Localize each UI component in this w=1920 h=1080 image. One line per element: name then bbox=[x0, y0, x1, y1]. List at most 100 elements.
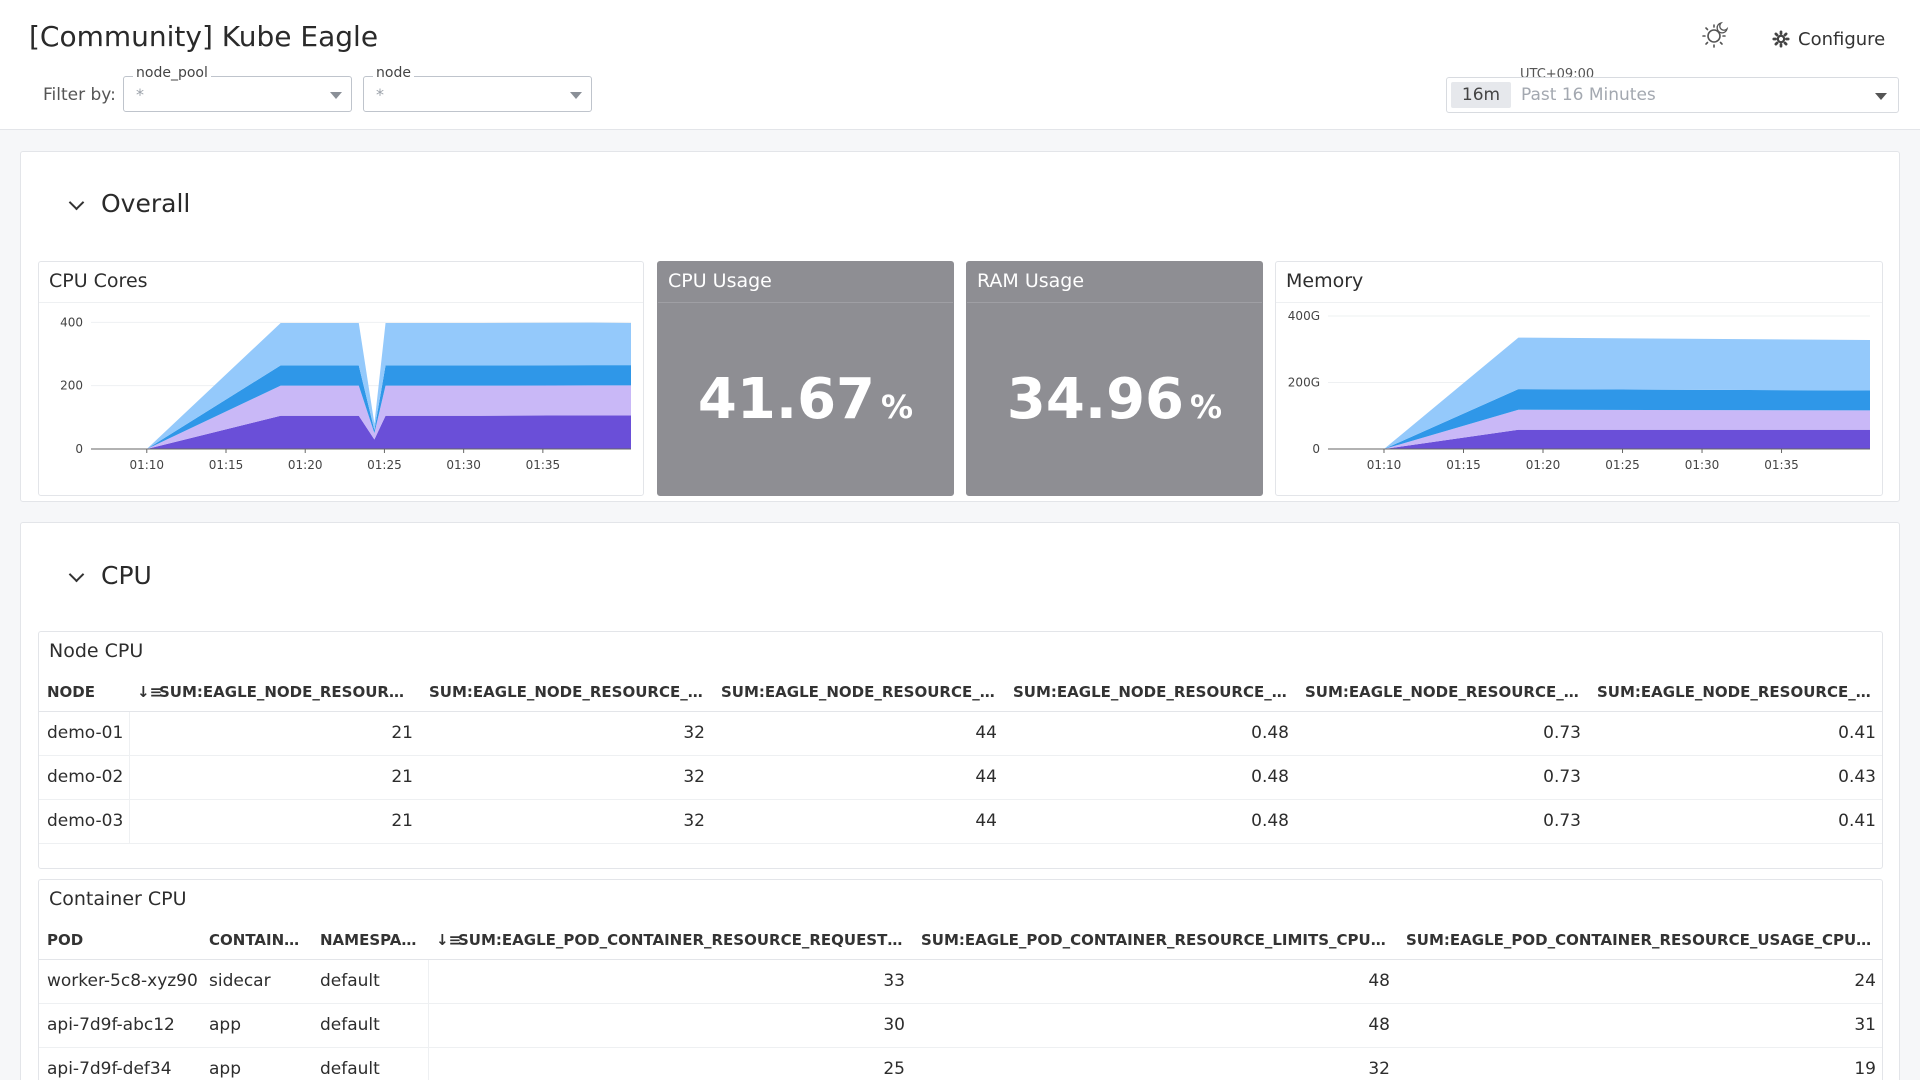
table-cell: 19 bbox=[1398, 1047, 1882, 1080]
table-cell: 44 bbox=[713, 711, 1005, 756]
overall-group-header[interactable]: Overall bbox=[69, 189, 190, 218]
table-cell: demo-02 bbox=[39, 755, 130, 800]
cpu-usage-value: 41.67% bbox=[658, 367, 953, 432]
chevron-down-icon bbox=[69, 197, 83, 211]
cpu-group-header[interactable]: CPU bbox=[69, 561, 152, 590]
table-header-row: POD CONTAINER NAMESPACE ↓≡SUM:EAGLE_POD_… bbox=[39, 922, 1882, 960]
table-cell: 0.73 bbox=[1297, 755, 1589, 800]
table-cell: api-7d9f-def34 bbox=[39, 1047, 201, 1080]
x-tick-label: 01:20 bbox=[288, 458, 323, 472]
table-cell: 0.48 bbox=[1005, 755, 1297, 800]
ram-usage-unit: % bbox=[1190, 388, 1223, 426]
table-cell: worker-5c8-xyz90 bbox=[39, 959, 201, 1004]
table-cell: app bbox=[201, 1047, 312, 1080]
column-header[interactable]: SUM:EAGLE_NODE_RESOURCE_RE... bbox=[1005, 674, 1297, 712]
column-header[interactable]: NAMESPACE bbox=[312, 922, 428, 960]
column-header[interactable]: SUM:EAGLE_NODE_RESOURCE_LI... bbox=[1297, 674, 1589, 712]
column-header[interactable]: NODE bbox=[39, 674, 129, 712]
table-cell: 44 bbox=[713, 755, 1005, 800]
table-cell: 21 bbox=[129, 799, 421, 844]
caret-down-icon bbox=[330, 92, 342, 99]
table-row[interactable]: api-7d9f-def34 app default 25 32 19 bbox=[39, 1047, 1882, 1080]
time-range-badge: 16m bbox=[1451, 82, 1511, 108]
table-cell: 32 bbox=[421, 711, 713, 756]
column-header[interactable]: SUM:EAGLE_POD_CONTAINER_RESOURCE_LIMITS_… bbox=[913, 922, 1398, 960]
table-cell: demo-01 bbox=[39, 711, 130, 756]
series-area-0 bbox=[1383, 429, 1870, 449]
container-cpu-widget: Container CPU POD CONTAINER NAMESPACE ↓≡… bbox=[38, 879, 1883, 1080]
column-header[interactable]: SUM:EAGLE_NODE_RESOURCE_LI... bbox=[421, 674, 713, 712]
node-filter-value: * bbox=[376, 85, 384, 104]
caret-down-icon bbox=[1875, 93, 1887, 100]
table-cell: default bbox=[312, 959, 429, 1004]
y-tick-label: 0 bbox=[1312, 442, 1320, 456]
column-header[interactable]: POD bbox=[39, 922, 201, 960]
table-cell: 30 bbox=[428, 1003, 913, 1048]
column-header-sorted[interactable]: ↓≡SUM:EAGLE_NODE_RESOURC... bbox=[129, 674, 421, 712]
sort-desc-icon: ↓≡ bbox=[137, 683, 163, 702]
node-filter[interactable]: node * bbox=[363, 65, 592, 112]
series-area-1 bbox=[146, 385, 631, 449]
series-area-0 bbox=[146, 415, 631, 449]
memory-title: Memory bbox=[1286, 270, 1364, 292]
column-header[interactable]: CONTAINER bbox=[201, 922, 312, 960]
memory-chart: 0 200G 400G 01:10 01:15 01:20 01:25 01:30 01:35 bbox=[1288, 309, 1870, 472]
y-tick-label: 0 bbox=[75, 442, 83, 456]
configure-button[interactable]: Configure bbox=[1772, 25, 1885, 53]
x-tick-label: 01:30 bbox=[1685, 458, 1720, 472]
series-area-1 bbox=[1383, 409, 1870, 449]
table-cell: 0.48 bbox=[1005, 799, 1297, 844]
column-header-sorted[interactable]: ↓≡SUM:EAGLE_POD_CONTAINER_RESOURCE_REQUE… bbox=[428, 922, 913, 960]
theme-toggle-icon[interactable] bbox=[1700, 20, 1730, 50]
table-cell: 32 bbox=[421, 755, 713, 800]
x-tick-label: 01:15 bbox=[209, 458, 244, 472]
column-header-label: SUM:EAGLE_POD_CONTAINER_RESOURCE_REQUEST… bbox=[458, 931, 913, 950]
column-header-label: SUM:EAGLE_NODE_RESOURC... bbox=[159, 683, 418, 702]
series-area-2 bbox=[146, 365, 631, 449]
ram-usage-title: RAM Usage bbox=[977, 270, 1085, 292]
cpu-usage-title: CPU Usage bbox=[668, 270, 772, 292]
node-cpu-table: NODE ↓≡SUM:EAGLE_NODE_RESOURC... SUM:EAG… bbox=[39, 674, 1882, 844]
node-pool-filter[interactable]: node_pool * bbox=[123, 65, 352, 112]
table-row[interactable]: demo-03 21 32 44 0.48 0.73 0.41 bbox=[39, 799, 1882, 844]
cpu-usage-widget: CPU Usage 41.67% bbox=[657, 261, 954, 496]
table-row[interactable]: worker-5c8-xyz90 sidecar default 33 48 24 bbox=[39, 959, 1882, 1004]
overall-group: Overall CPU Cores 0 200 400 01:10 01:15 01:20… bbox=[20, 151, 1900, 502]
node-cpu-widget: Node CPU NODE ↓≡SUM:EAGLE_NODE_RESOURC..… bbox=[38, 631, 1883, 869]
table-cell: 48 bbox=[913, 959, 1398, 1004]
table-row[interactable]: demo-01 21 32 44 0.48 0.73 0.41 bbox=[39, 711, 1882, 756]
table-cell: 44 bbox=[713, 799, 1005, 844]
column-header[interactable]: SUM:EAGLE_NODE_RESOURCE_AL... bbox=[713, 674, 1005, 712]
memory-widget: Memory 0 200G 400G 01:10 01:15 01:20 01:25 01:3… bbox=[1275, 261, 1883, 496]
time-range-label: Past 16 Minutes bbox=[1521, 85, 1656, 105]
ram-usage-number: 34.96 bbox=[1006, 367, 1185, 432]
filter-label: Filter by: bbox=[43, 85, 116, 105]
node-cpu-title: Node CPU bbox=[49, 640, 144, 662]
table-cell: 21 bbox=[129, 711, 421, 756]
x-tick-label: 01:35 bbox=[1764, 458, 1799, 472]
table-row[interactable]: api-7d9f-abc12 app default 30 48 31 bbox=[39, 1003, 1882, 1048]
x-tick-label: 01:25 bbox=[367, 458, 402, 472]
table-cell: 48 bbox=[913, 1003, 1398, 1048]
time-range-selector[interactable]: 16m Past 16 Minutes bbox=[1446, 77, 1899, 113]
table-cell: 0.41 bbox=[1589, 799, 1882, 844]
table-cell: 21 bbox=[129, 755, 421, 800]
container-cpu-table: POD CONTAINER NAMESPACE ↓≡SUM:EAGLE_POD_… bbox=[39, 922, 1882, 1080]
x-tick-label: 01:30 bbox=[446, 458, 481, 472]
configure-label: Configure bbox=[1798, 28, 1886, 50]
column-header[interactable]: SUM:EAGLE_POD_CONTAINER_RESOURCE_USAGE_C… bbox=[1398, 922, 1882, 960]
node-filter-label: node bbox=[373, 65, 414, 81]
gear-icon bbox=[1772, 30, 1790, 48]
table-cell: 0.73 bbox=[1297, 711, 1589, 756]
cpu-cores-widget: CPU Cores 0 200 400 01:10 01:15 01:20 01:25 01:… bbox=[38, 261, 644, 496]
sort-desc-icon: ↓≡ bbox=[436, 931, 462, 950]
table-cell: 0.73 bbox=[1297, 799, 1589, 844]
y-tick-label: 400G bbox=[1288, 309, 1320, 323]
table-cell: default bbox=[312, 1047, 429, 1080]
ram-usage-value: 34.96% bbox=[967, 367, 1262, 432]
column-header[interactable]: SUM:EAGLE_NODE_RESOURCE_US... bbox=[1589, 674, 1882, 712]
table-cell: 32 bbox=[913, 1047, 1398, 1080]
cpu-group-title: CPU bbox=[101, 561, 152, 590]
table-row[interactable]: demo-02 21 32 44 0.48 0.73 0.43 bbox=[39, 755, 1882, 800]
cpu-group: CPU Node CPU NODE ↓≡SUM:EAGLE_NODE_RESOU… bbox=[20, 522, 1900, 1080]
